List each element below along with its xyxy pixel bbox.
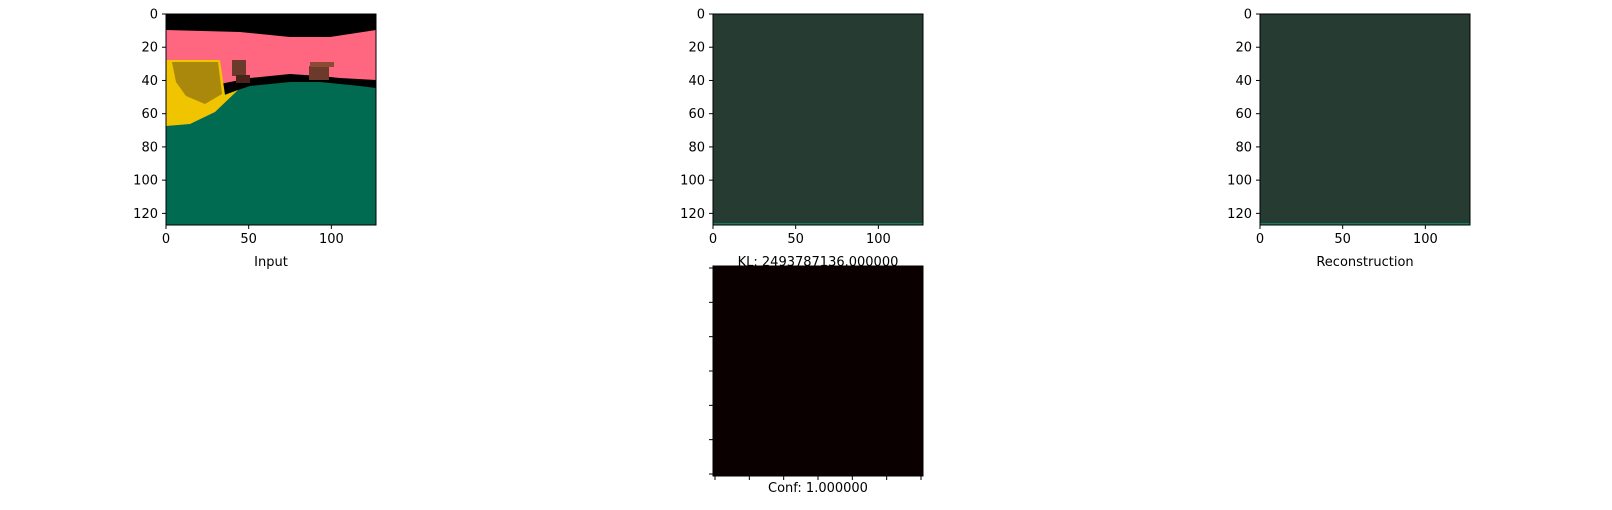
reconstruction-ytick-label: 100: [1227, 174, 1252, 189]
reconstruction-xtick-label: 0: [1256, 232, 1264, 247]
reconstruction-xlabel: Reconstruction: [1316, 255, 1413, 270]
input-panel: 0 50 100 0 20 40 60 80 100 120 Input: [133, 8, 377, 270]
sample-image: [713, 14, 923, 225]
input-ytick-label: 100: [133, 174, 158, 189]
input-ytick-label: 0: [150, 8, 158, 23]
reconstruction-ytick-label: 40: [1235, 74, 1252, 89]
input-box-left: [232, 60, 246, 76]
reconstruction-panel: 0 50 100 0 20 40 60 80 100 120 Reconstruction: [1227, 8, 1471, 270]
input-ytick-label: 20: [141, 41, 158, 56]
input-floor-region: [166, 82, 376, 225]
reconstruction-ytick-label: 20: [1235, 41, 1252, 56]
reconstruction-ytick-label: 60: [1235, 107, 1252, 122]
reconstruction-xtick-label: 100: [1413, 232, 1438, 247]
input-ytick-label: 80: [141, 140, 158, 155]
confidence-heatmap: [713, 266, 923, 476]
sample-ytick-label: 20: [688, 41, 705, 56]
input-xtick-label: 50: [240, 232, 257, 247]
sample-ytick-label: 60: [688, 107, 705, 122]
sample-ytick-label: 40: [688, 74, 705, 89]
reconstruction-image: [1260, 14, 1470, 225]
reconstruction-ytick-label: 80: [1235, 140, 1252, 155]
confidence-panel: Conf: 1.000000: [709, 265, 924, 496]
reconstruction-ytick-label: 0: [1244, 8, 1252, 23]
sample-xtick-label: 50: [787, 232, 804, 247]
reconstruction-ytick-label: 120: [1227, 207, 1252, 222]
sample-ytick-label: 120: [680, 207, 705, 222]
conf-xlabel: Conf: 1.000000: [768, 481, 868, 496]
input-image: [166, 14, 376, 225]
input-box-right: [309, 66, 329, 80]
sample-xtick-label: 100: [866, 232, 891, 247]
sample-xtick-label: 0: [709, 232, 717, 247]
sample-ytick-label: 0: [697, 8, 705, 23]
reconstruction-xtick-label: 50: [1334, 232, 1351, 247]
input-xtick-label: 0: [162, 232, 170, 247]
sample-ytick-label: 80: [688, 140, 705, 155]
input-ytick-label: 40: [141, 74, 158, 89]
input-xlabel: Input: [254, 255, 288, 270]
input-ytick-label: 60: [141, 107, 158, 122]
sample-ytick-label: 100: [680, 174, 705, 189]
input-xtick-label: 100: [319, 232, 344, 247]
input-ytick-label: 120: [133, 207, 158, 222]
